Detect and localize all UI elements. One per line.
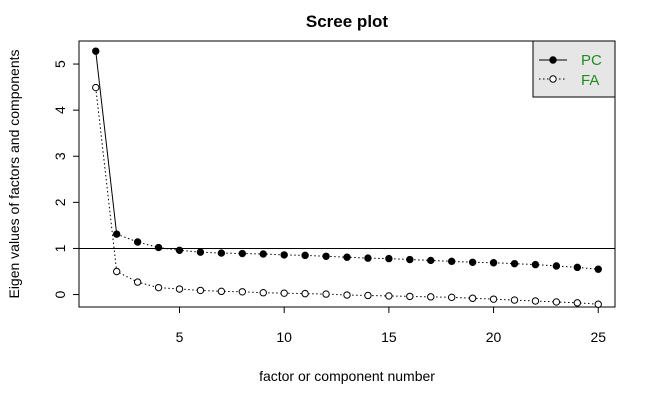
pc-point (468, 258, 477, 266)
pc-point (364, 254, 372, 262)
fa-point (406, 292, 414, 301)
pc-point (531, 260, 540, 269)
pc-point (427, 256, 435, 265)
fa-point (468, 294, 477, 302)
x-tick-label: 25 (590, 329, 606, 345)
fa-point (531, 297, 540, 305)
fa-point (196, 286, 205, 295)
fa-point (343, 291, 351, 299)
pc-point (133, 238, 142, 246)
fa-point (280, 289, 288, 297)
pc-point (280, 251, 288, 259)
y-tick-label: 5 (52, 60, 68, 68)
fa-point (489, 295, 498, 303)
fa-point (175, 285, 184, 293)
fa-point (552, 298, 561, 306)
y-axis: 0 1 2 3 4 5 (52, 60, 79, 298)
x-tick-label: 20 (486, 329, 502, 345)
y-tick-label: 4 (52, 106, 68, 114)
pc-point (238, 249, 247, 258)
pc-point (510, 259, 519, 268)
fa-point (154, 283, 163, 292)
pc-point (175, 246, 184, 254)
chart-title: Scree plot (306, 12, 389, 31)
pc-point (322, 252, 330, 260)
fa-point (259, 289, 267, 297)
fa-point (301, 289, 309, 298)
fa-point (385, 292, 393, 300)
fa-point (594, 300, 602, 308)
x-axis: 5 10 15 20 25 (176, 307, 606, 345)
pc-series-line-solid (95, 51, 118, 235)
pc-point (573, 263, 582, 272)
fa-series-line (95, 87, 599, 305)
plot-border (78, 40, 616, 308)
pc-point (385, 254, 393, 263)
pc-point (217, 249, 226, 257)
x-tick-label: 10 (276, 329, 292, 345)
fa-point (322, 290, 330, 298)
pc-point (406, 255, 414, 264)
fa-point (573, 299, 582, 307)
legend-fa-marker (549, 75, 557, 83)
pc-point (489, 259, 498, 267)
pc-point (552, 262, 561, 270)
fa-point (112, 267, 121, 276)
pc-point (259, 250, 267, 258)
pc-point (301, 251, 309, 260)
fa-point (217, 287, 226, 296)
fa-point (364, 291, 372, 300)
y-tick-label: 2 (52, 198, 68, 206)
pc-point (154, 243, 163, 252)
pc-point (92, 47, 100, 55)
pc-point (343, 253, 351, 261)
legend-fa-label: FA (581, 72, 599, 89)
plot-area (78, 40, 616, 308)
x-axis-label: factor or component number (259, 368, 435, 384)
fa-point (427, 293, 435, 301)
legend-pc-label: PC (581, 52, 602, 69)
pc-point (447, 257, 456, 266)
fa-point (238, 288, 247, 296)
y-tick-label: 0 (52, 290, 68, 298)
fa-point (133, 278, 142, 286)
fa-point (510, 296, 519, 304)
y-axis-label: Eigen values of factors and components (6, 49, 22, 298)
legend-pc-marker (549, 56, 557, 64)
pc-series-line-dotted (116, 233, 599, 270)
x-tick-label: 5 (176, 329, 184, 345)
pc-point (594, 265, 602, 273)
y-tick-label: 1 (52, 244, 68, 252)
legend-box (532, 40, 616, 98)
x-tick-label: 15 (381, 329, 397, 345)
pc-point (112, 230, 121, 238)
series-layer (92, 47, 602, 308)
fa-point (92, 83, 100, 92)
pc-point (196, 248, 205, 256)
fa-point (447, 293, 456, 302)
y-tick-label: 3 (52, 152, 68, 160)
legend: PC FA (532, 40, 616, 98)
